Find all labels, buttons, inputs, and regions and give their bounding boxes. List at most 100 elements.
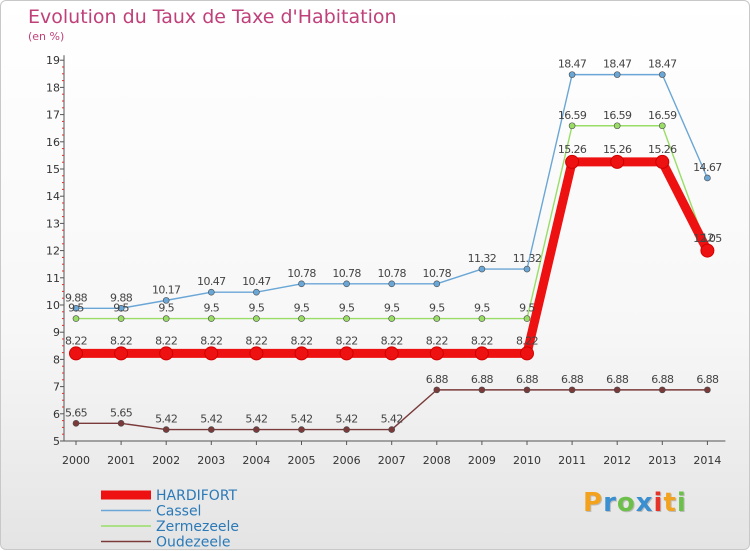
data-point bbox=[568, 122, 576, 130]
data-label: 6.88 bbox=[561, 373, 584, 386]
y-tick-label: 7 bbox=[53, 381, 60, 394]
y-tick-label: 18 bbox=[46, 81, 60, 94]
data-label: 11.32 bbox=[468, 252, 497, 265]
data-point bbox=[162, 297, 170, 304]
data-label: 5.42 bbox=[155, 413, 177, 426]
data-label: 8.22 bbox=[155, 334, 177, 347]
data-label: 10.78 bbox=[423, 267, 452, 280]
data-point bbox=[613, 71, 621, 78]
data-point bbox=[208, 426, 215, 433]
data-point bbox=[253, 426, 260, 433]
y-tick-label: 17 bbox=[46, 109, 60, 122]
x-tick-label: 2014 bbox=[693, 454, 721, 467]
data-label: 9.5 bbox=[474, 302, 490, 315]
data-label: 10.78 bbox=[332, 267, 361, 280]
data-point bbox=[69, 346, 83, 361]
data-point bbox=[523, 265, 531, 273]
data-point bbox=[565, 154, 580, 169]
data-label: 6.88 bbox=[471, 373, 494, 386]
data-point bbox=[208, 315, 215, 322]
data-point bbox=[253, 315, 260, 322]
data-point bbox=[700, 243, 715, 258]
data-label: 6.88 bbox=[696, 373, 719, 386]
x-tick-label: 2005 bbox=[288, 454, 316, 467]
data-point bbox=[478, 315, 486, 322]
data-label: 15.26 bbox=[648, 143, 677, 156]
data-label: 15.26 bbox=[558, 143, 587, 156]
data-label: 8.22 bbox=[336, 334, 358, 347]
data-point bbox=[294, 346, 309, 361]
data-point bbox=[613, 386, 621, 394]
x-tick-label: 2009 bbox=[468, 454, 496, 467]
data-point bbox=[613, 122, 621, 130]
data-point bbox=[433, 315, 441, 322]
data-point bbox=[658, 71, 666, 78]
y-tick-label: 19 bbox=[46, 54, 60, 67]
data-label: 9.5 bbox=[339, 302, 355, 315]
data-label: 18.47 bbox=[558, 58, 587, 71]
y-tick-label: 5 bbox=[53, 435, 60, 448]
x-tick-label: 2011 bbox=[558, 454, 586, 467]
data-point bbox=[72, 420, 80, 427]
x-tick-label: 2006 bbox=[333, 454, 361, 467]
data-point bbox=[162, 426, 170, 433]
y-tick-label: 9 bbox=[53, 326, 60, 339]
data-label: 16.59 bbox=[648, 109, 677, 122]
data-label: 9.5 bbox=[113, 302, 129, 315]
data-label: 9.5 bbox=[158, 302, 174, 315]
data-label: 16.59 bbox=[558, 109, 587, 122]
data-point bbox=[704, 386, 711, 394]
data-point bbox=[568, 386, 576, 394]
series-line bbox=[71, 157, 712, 358]
data-label: 5.42 bbox=[290, 413, 312, 426]
y-tick-label: 13 bbox=[46, 217, 60, 230]
data-label: 9.5 bbox=[249, 302, 265, 315]
x-tick-label: 2002 bbox=[152, 454, 180, 467]
y-tick-label: 6 bbox=[53, 408, 60, 421]
data-label: 9.5 bbox=[203, 302, 219, 315]
legend-label: Cassel bbox=[156, 504, 201, 520]
x-tick-label: 2008 bbox=[423, 454, 451, 467]
data-label: 12.05 bbox=[693, 232, 722, 245]
data-label: 15.26 bbox=[603, 143, 632, 156]
data-point bbox=[658, 122, 666, 130]
data-point bbox=[253, 288, 260, 296]
legend-label: Oudezeele bbox=[156, 535, 230, 551]
data-label: 10.47 bbox=[242, 275, 271, 288]
data-point bbox=[117, 420, 125, 427]
data-label: 6.88 bbox=[426, 373, 449, 386]
data-point bbox=[520, 346, 534, 361]
x-tick-label: 2004 bbox=[242, 454, 270, 467]
y-tick-label: 10 bbox=[46, 299, 60, 312]
data-point bbox=[204, 346, 219, 361]
data-label: 6.88 bbox=[651, 373, 674, 386]
data-point bbox=[384, 346, 399, 361]
data-label: 9.5 bbox=[294, 302, 310, 315]
chart-title: Evolution du Taux de Taxe d'Habitation bbox=[28, 6, 397, 28]
legend-label: Zermezeele bbox=[156, 519, 239, 535]
data-point bbox=[298, 426, 305, 433]
data-label: 5.42 bbox=[200, 413, 222, 426]
y-tick-label: 12 bbox=[46, 245, 60, 258]
data-label: 8.22 bbox=[381, 334, 403, 347]
data-point bbox=[478, 265, 486, 273]
data-point bbox=[474, 346, 489, 361]
data-point bbox=[114, 346, 129, 361]
data-point bbox=[523, 386, 531, 394]
y-tick-label: 11 bbox=[46, 272, 60, 285]
data-label: 9.88 bbox=[110, 291, 133, 304]
data-label: 5.42 bbox=[336, 413, 358, 426]
data-point bbox=[388, 280, 396, 288]
x-tick-label: 2000 bbox=[62, 454, 90, 467]
data-label: 5.65 bbox=[65, 406, 88, 419]
data-label: 9.5 bbox=[429, 302, 445, 315]
data-point bbox=[478, 386, 486, 394]
data-point bbox=[117, 304, 125, 312]
data-label: 6.88 bbox=[606, 373, 629, 386]
data-label: 8.22 bbox=[516, 334, 538, 347]
data-point bbox=[610, 154, 625, 169]
data-label: 18.47 bbox=[648, 58, 677, 71]
data-label: 11.32 bbox=[513, 252, 542, 265]
